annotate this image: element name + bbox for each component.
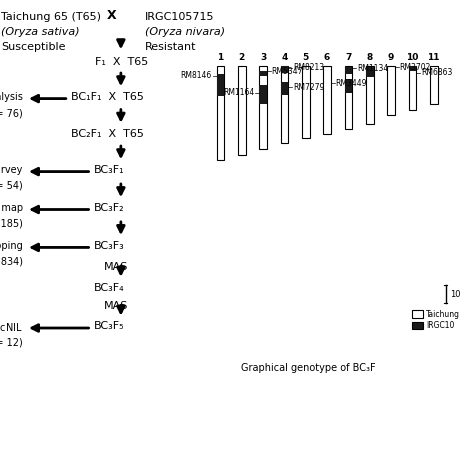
Bar bbox=[217, 74, 224, 96]
Text: Resistant: Resistant bbox=[145, 42, 196, 52]
Bar bbox=[281, 82, 288, 95]
Text: BC₂F₁  X  T65: BC₂F₁ X T65 bbox=[71, 129, 144, 139]
Text: RM1134: RM1134 bbox=[357, 64, 388, 73]
Text: BC₃F₂: BC₃F₂ bbox=[94, 203, 125, 213]
Bar bbox=[259, 71, 267, 76]
Text: Taichung: Taichung bbox=[426, 310, 460, 319]
Text: BC₃F₅: BC₃F₅ bbox=[94, 321, 124, 331]
Text: Taichung 65 (T65): Taichung 65 (T65) bbox=[1, 12, 101, 22]
Text: X: X bbox=[107, 9, 116, 22]
Bar bbox=[345, 66, 352, 129]
Bar bbox=[238, 66, 246, 155]
Text: IRGC10: IRGC10 bbox=[426, 321, 455, 330]
Text: (N = 76): (N = 76) bbox=[0, 108, 23, 118]
Text: 1: 1 bbox=[217, 53, 224, 62]
Bar bbox=[430, 66, 438, 104]
Bar bbox=[409, 66, 416, 109]
Text: RM7279: RM7279 bbox=[293, 82, 324, 91]
Text: 8: 8 bbox=[366, 53, 373, 62]
Bar bbox=[366, 67, 374, 77]
Text: BC₃F₃: BC₃F₃ bbox=[94, 241, 125, 251]
Bar bbox=[217, 66, 224, 160]
Text: $\it{Grh6}$recNIL: $\it{Grh6}$recNIL bbox=[0, 321, 23, 333]
Text: (N = 54): (N = 54) bbox=[0, 181, 23, 191]
Bar bbox=[345, 79, 352, 93]
Text: 6: 6 bbox=[324, 53, 330, 62]
Text: High-resolution mapping: High-resolution mapping bbox=[0, 241, 23, 251]
Bar bbox=[281, 66, 288, 73]
Text: 7: 7 bbox=[345, 53, 352, 62]
Bar bbox=[259, 84, 267, 104]
Bar bbox=[412, 310, 423, 318]
Bar bbox=[281, 66, 288, 143]
Text: Whole genome survey: Whole genome survey bbox=[0, 165, 23, 175]
Text: RM3702: RM3702 bbox=[400, 63, 431, 72]
Text: (N = 12): (N = 12) bbox=[0, 337, 23, 347]
Text: RM8146: RM8146 bbox=[181, 71, 212, 80]
Text: BC₃F₄: BC₃F₄ bbox=[94, 283, 125, 293]
Bar bbox=[345, 67, 352, 74]
Text: RM1164: RM1164 bbox=[223, 88, 255, 97]
Bar bbox=[412, 322, 423, 329]
Text: 2: 2 bbox=[238, 53, 245, 62]
Text: BC₃F₁: BC₃F₁ bbox=[94, 165, 125, 175]
Text: 10: 10 bbox=[450, 290, 460, 299]
Bar bbox=[366, 66, 374, 124]
Text: Graphical genotype of BC₃F: Graphical genotype of BC₃F bbox=[241, 363, 375, 373]
Bar bbox=[302, 66, 310, 138]
Text: IRGC105715: IRGC105715 bbox=[145, 12, 214, 22]
Text: RM6863: RM6863 bbox=[421, 68, 452, 77]
Text: QTL analysis: QTL analysis bbox=[0, 92, 23, 102]
Text: 4: 4 bbox=[281, 53, 288, 62]
Bar bbox=[387, 66, 395, 115]
Text: Genetic linkage map: Genetic linkage map bbox=[0, 203, 23, 213]
Text: 5: 5 bbox=[302, 53, 309, 62]
Text: RM5347: RM5347 bbox=[272, 67, 303, 76]
Text: Susceptible: Susceptible bbox=[1, 42, 65, 52]
Text: 11: 11 bbox=[428, 53, 440, 62]
Bar bbox=[409, 66, 416, 71]
Text: (Oryza sativa): (Oryza sativa) bbox=[1, 27, 80, 37]
Text: F₁  X  T65: F₁ X T65 bbox=[95, 57, 148, 67]
Bar bbox=[323, 66, 331, 134]
Text: (Oryza nivara): (Oryza nivara) bbox=[145, 27, 225, 37]
Text: (N = 185): (N = 185) bbox=[0, 219, 23, 228]
Text: MAS: MAS bbox=[104, 262, 128, 272]
Text: 3: 3 bbox=[260, 53, 266, 62]
Text: RM8213: RM8213 bbox=[293, 64, 324, 73]
Text: MAS: MAS bbox=[104, 301, 128, 311]
Text: 9: 9 bbox=[388, 53, 394, 62]
Bar bbox=[259, 66, 267, 149]
Text: RM3449: RM3449 bbox=[336, 79, 367, 88]
Text: (N = 6,834): (N = 6,834) bbox=[0, 256, 23, 266]
Text: BC₁F₁  X  T65: BC₁F₁ X T65 bbox=[71, 92, 144, 102]
Text: 10: 10 bbox=[406, 53, 419, 62]
